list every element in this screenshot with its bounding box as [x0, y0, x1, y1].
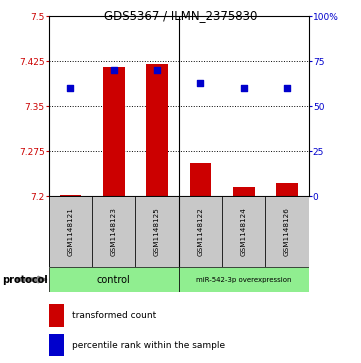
Bar	[179, 196, 222, 267]
Bar	[222, 196, 265, 267]
Point	[197, 80, 203, 86]
Bar	[49, 304, 64, 327]
Bar	[92, 196, 135, 267]
Bar	[265, 196, 309, 267]
Text: GSM1148126: GSM1148126	[284, 207, 290, 256]
Text: GDS5367 / ILMN_2375830: GDS5367 / ILMN_2375830	[104, 9, 257, 22]
Text: control: control	[97, 274, 131, 285]
Text: miR-542-3p overexpression: miR-542-3p overexpression	[196, 277, 291, 282]
Bar	[146, 64, 168, 196]
Point	[241, 85, 247, 91]
Point	[154, 68, 160, 73]
Point	[68, 85, 73, 91]
Text: GSM1148123: GSM1148123	[111, 207, 117, 256]
Point	[111, 68, 117, 73]
Bar	[103, 67, 125, 196]
Text: transformed count: transformed count	[72, 311, 156, 321]
Text: GSM1148121: GSM1148121	[68, 207, 73, 256]
Bar	[49, 334, 64, 356]
Bar	[135, 196, 179, 267]
Bar	[233, 187, 255, 196]
Text: GSM1148122: GSM1148122	[197, 207, 203, 256]
Bar	[179, 267, 309, 292]
Text: percentile rank within the sample: percentile rank within the sample	[72, 340, 225, 350]
Text: GSM1148124: GSM1148124	[241, 207, 247, 256]
Point	[284, 85, 290, 91]
Bar	[49, 267, 179, 292]
Bar	[276, 183, 298, 196]
Text: GSM1148125: GSM1148125	[154, 207, 160, 256]
Bar	[49, 196, 92, 267]
Text: protocol: protocol	[2, 274, 48, 285]
Bar	[60, 195, 81, 196]
Bar	[190, 163, 211, 196]
